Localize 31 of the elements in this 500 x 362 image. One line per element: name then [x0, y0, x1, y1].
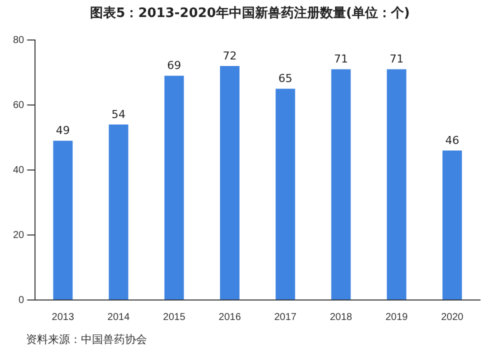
y-tick-label: 40 [13, 164, 25, 176]
y-tick-label: 80 [13, 34, 25, 46]
data-label: 49 [56, 124, 70, 138]
x-tick-label: 2019 [385, 312, 408, 323]
data-label: 65 [278, 72, 292, 86]
bar [276, 88, 296, 300]
bar [164, 76, 184, 300]
y-tick-label: 0 [18, 294, 25, 306]
bar [220, 66, 240, 300]
data-label: 46 [445, 134, 460, 147]
bar [386, 69, 406, 300]
bar [331, 69, 351, 300]
x-tick-label: 2014 [107, 312, 130, 323]
y-tick-label: 20 [13, 230, 25, 241]
x-tick-label: 2015 [163, 312, 186, 323]
data-label: 69 [167, 59, 182, 72]
bar [53, 140, 73, 300]
x-tick-label: 2016 [218, 312, 242, 323]
x-tick-label: 2020 [441, 312, 464, 323]
bar [442, 150, 462, 300]
y-tick-label: 60 [13, 100, 25, 111]
x-tick-label: 2017 [274, 312, 297, 323]
x-tick-label: 2018 [330, 312, 353, 323]
text: 资料来源：中国兽药协会 [26, 332, 147, 347]
chart-title: 图表5：2013-2020年中国新兽药注册数量(单位：个) [89, 4, 411, 22]
data-label: 72 [222, 49, 237, 62]
data-label: 54 [112, 108, 126, 121]
data-label: 71 [334, 52, 348, 66]
bar [108, 124, 128, 300]
data-label: 71 [390, 52, 404, 66]
x-tick-label: 2013 [52, 312, 74, 323]
